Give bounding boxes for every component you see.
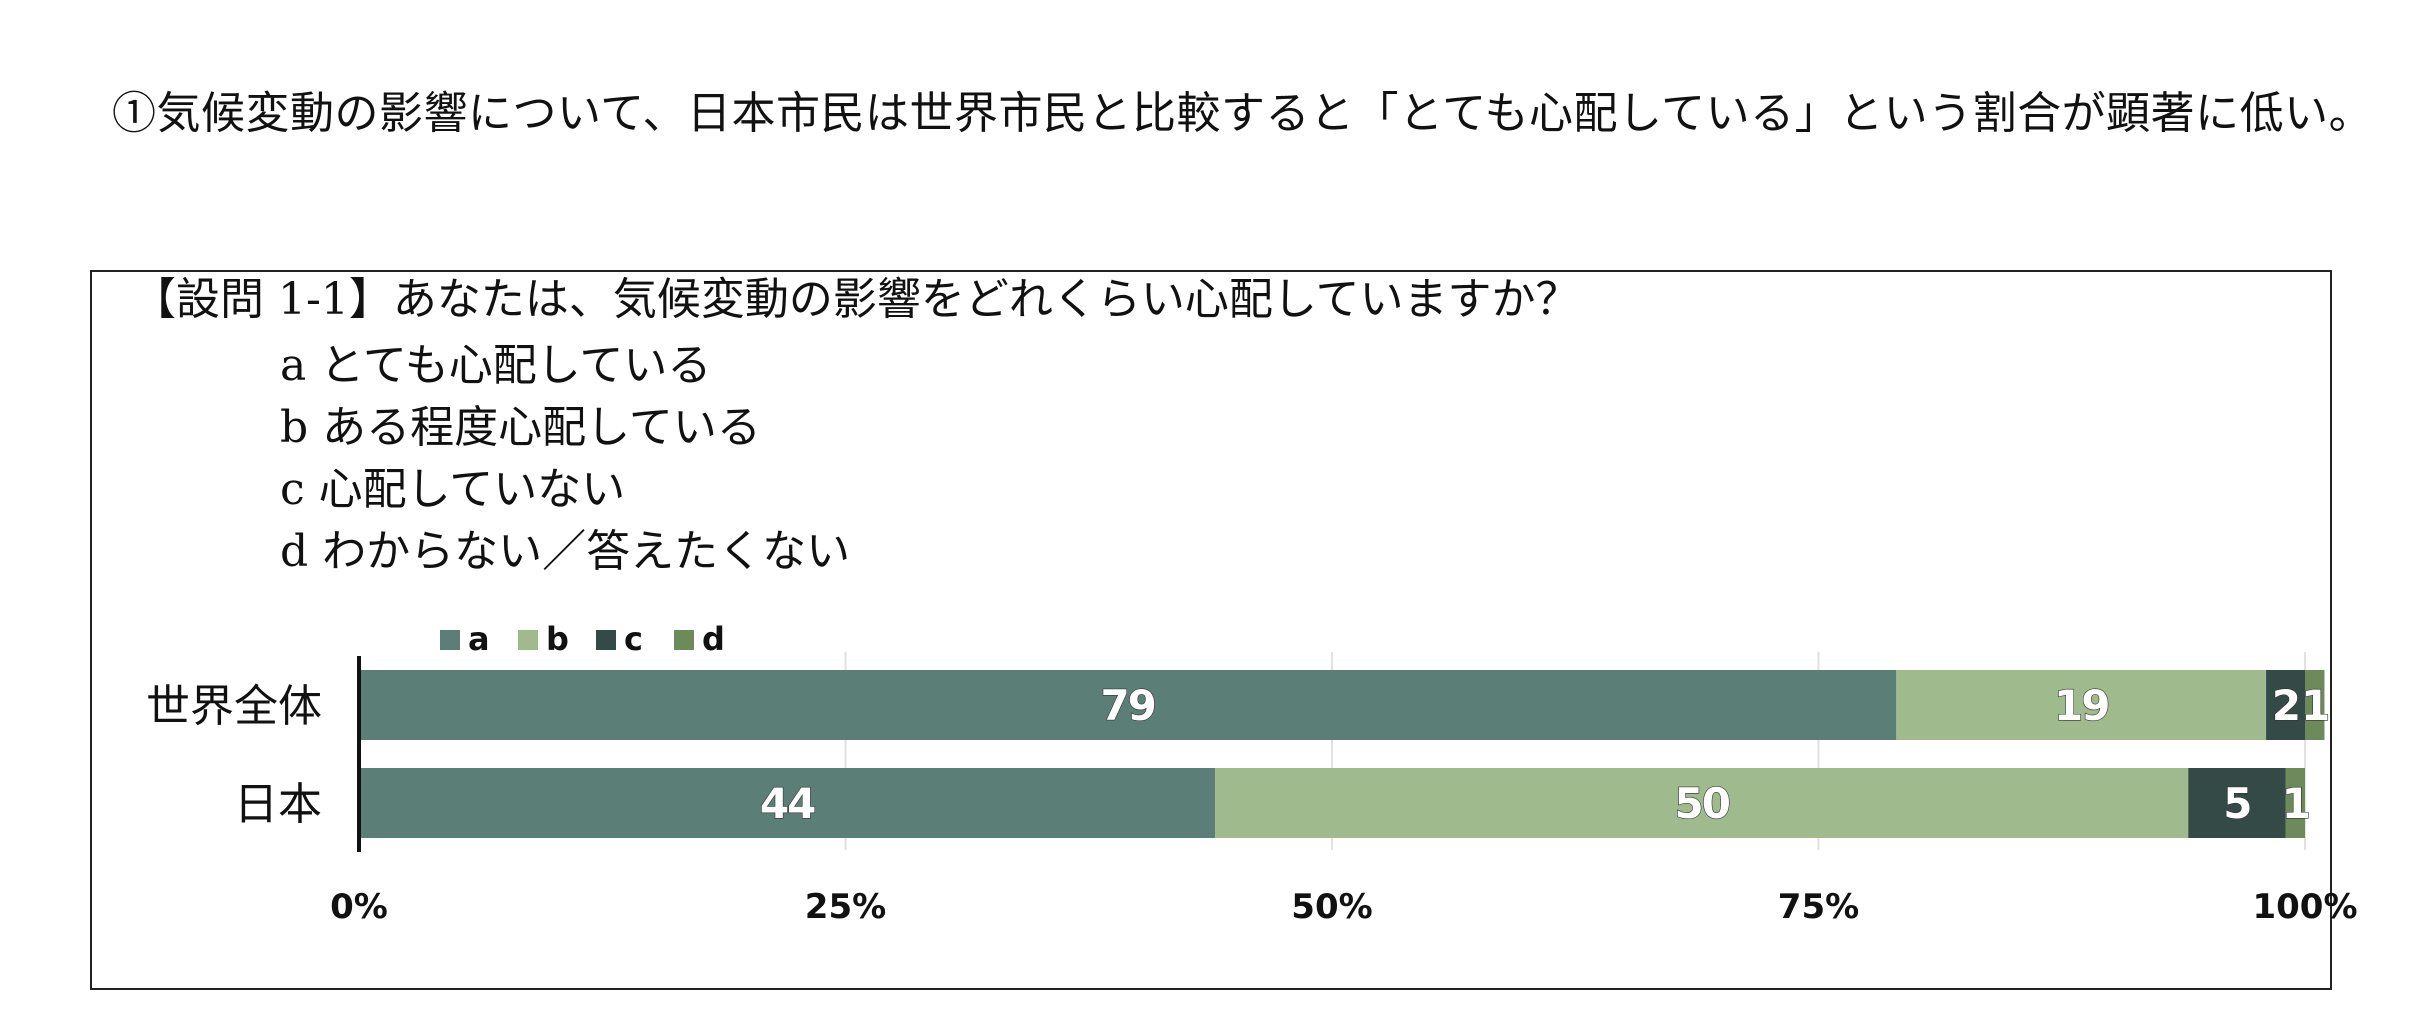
option-b: b ある程度心配している: [280, 402, 761, 453]
bar-c: [2266, 670, 2305, 740]
x-tick-label: 0%: [330, 887, 388, 927]
data-label: 1: [2282, 779, 2309, 828]
x-tick-label: 25%: [805, 887, 886, 927]
bar-b: [1896, 670, 2267, 740]
category-label: 世界全体: [146, 681, 322, 732]
page-heading: ①気候変動の影響について、日本市民は世界市民と比較すると「とても心配している」と…: [112, 88, 2374, 139]
data-label: 5: [2223, 779, 2250, 828]
bar-a: [359, 768, 1216, 838]
option-a: a とても心配している: [280, 340, 712, 391]
option-d: d わからない／答えたくない: [280, 526, 851, 577]
legend-swatch-b: [518, 630, 538, 650]
legend-swatch-a: [440, 630, 460, 650]
data-label: 50: [1675, 779, 1730, 828]
question-box: [90, 270, 2332, 990]
bar-b: [1215, 768, 2189, 838]
bar-c: [2188, 768, 2286, 838]
legend-label-b: b: [546, 620, 569, 658]
question-title: 【設問 1-1】あなたは、気候変動の影響をどれくらい心配していますか？: [132, 274, 1580, 325]
bar-d: [2285, 768, 2305, 838]
data-label: 44: [760, 779, 815, 828]
legend-label-d: d: [702, 620, 725, 658]
data-label: 2: [2272, 681, 2299, 730]
legend-label-c: c: [624, 620, 643, 658]
legend-swatch-c: [596, 630, 616, 650]
x-tick-label: 100%: [2252, 887, 2357, 927]
bar-d: [2305, 670, 2325, 740]
legend-swatch-d: [674, 630, 694, 650]
x-tick-label: 50%: [1291, 887, 1372, 927]
option-c: c 心配していない: [280, 464, 626, 515]
data-label: 79: [1100, 681, 1154, 730]
category-label: 日本: [234, 779, 322, 830]
legend-label-a: a: [468, 620, 490, 658]
bar-a: [359, 670, 1897, 740]
x-tick-label: 75%: [1778, 887, 1859, 927]
data-label: 19: [2054, 681, 2108, 730]
data-label: 1: [2301, 681, 2328, 730]
